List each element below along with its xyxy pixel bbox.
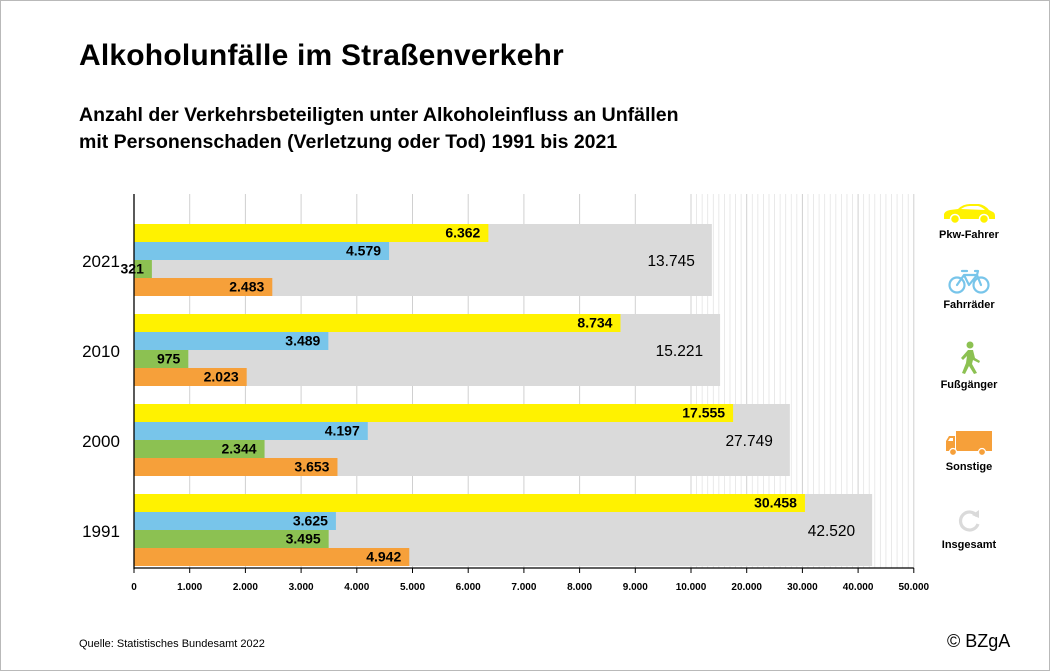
bar-fahrrad xyxy=(134,422,368,440)
total-label: 15.221 xyxy=(656,343,703,360)
legend-item-insgesamt: Insgesamt xyxy=(919,507,1019,551)
bar-sonstige xyxy=(134,278,273,296)
bar-pkw xyxy=(134,494,805,512)
category-label: 2021 xyxy=(82,252,120,271)
data-label: 6.362 xyxy=(445,225,480,241)
bar-pkw xyxy=(134,314,621,332)
category-label: 2000 xyxy=(82,432,120,451)
x-tick-label: 0 xyxy=(131,582,137,593)
bar-fussgaenger xyxy=(134,530,329,548)
truck-icon xyxy=(946,431,992,457)
x-tick-label: 3.000 xyxy=(289,582,314,593)
legend-label-fahrrad: Fahrräder xyxy=(943,299,995,311)
copyright-note: © BZgA xyxy=(947,631,1011,651)
legend-item-pkw: Pkw-Fahrer xyxy=(919,201,1019,241)
data-label: 2.023 xyxy=(204,369,239,385)
data-label: 3.653 xyxy=(294,459,329,475)
refresh-icon xyxy=(958,510,980,532)
data-label: 321 xyxy=(121,261,145,277)
x-tick-label: 30.000 xyxy=(787,582,818,593)
data-label: 2.344 xyxy=(222,441,257,457)
legend-label-insgesamt: Insgesamt xyxy=(941,539,997,551)
subtitle-line-1: Anzahl der Verkehrsbeteiligten unter Alk… xyxy=(79,104,679,126)
chart-subtitle: Anzahl der Verkehrsbeteiligten unter Alk… xyxy=(79,102,679,156)
total-label: 27.749 xyxy=(725,433,772,450)
x-tick-label: 40.000 xyxy=(843,582,874,593)
x-tick-label: 7.000 xyxy=(511,582,536,593)
bar-fussgaenger xyxy=(134,440,265,458)
car-icon xyxy=(944,204,995,225)
x-tick-label: 2.000 xyxy=(233,582,258,593)
x-tick-label: 4.000 xyxy=(344,582,369,593)
data-label: 4.197 xyxy=(325,423,360,439)
legend-label-pkw: Pkw-Fahrer xyxy=(939,229,999,241)
bar-pkw xyxy=(134,404,734,422)
x-tick-label: 8.000 xyxy=(567,582,592,593)
total-label: 13.745 xyxy=(647,253,694,270)
data-label: 3.495 xyxy=(286,531,321,547)
legend-item-fahrrad: Fahrräder xyxy=(919,267,1019,311)
bar-sonstige xyxy=(134,548,410,566)
bicycle-icon xyxy=(948,269,990,294)
bar-fahrrad xyxy=(134,512,336,530)
x-tick-label: 6.000 xyxy=(456,582,481,593)
data-label: 30.458 xyxy=(754,495,797,511)
x-tick-label: 10.000 xyxy=(676,582,707,593)
page-title: Alkoholunfälle im Straßenverkehr xyxy=(79,39,564,72)
data-label: 4.942 xyxy=(366,549,401,565)
bar-fussgaenger xyxy=(134,350,189,368)
legend-label-fussgaenger: Fußgänger xyxy=(940,379,998,391)
data-label: 4.579 xyxy=(346,243,381,259)
x-tick-label: 20.000 xyxy=(731,582,762,593)
bar-fahrrad xyxy=(134,242,390,260)
subtitle-line-2: mit Personenschaden (Verletzung oder Tod… xyxy=(79,131,618,153)
bar-fussgaenger xyxy=(134,260,152,278)
legend-item-sonstige: Sonstige xyxy=(919,429,1019,473)
data-label: 8.734 xyxy=(577,315,612,331)
source-note: Quelle: Statistisches Bundesamt 2022 xyxy=(79,638,265,650)
total-label: 42.520 xyxy=(808,523,856,540)
data-label: 2.483 xyxy=(229,279,264,295)
data-label: 975 xyxy=(157,351,181,367)
x-tick-label: 1.000 xyxy=(177,582,202,593)
bar-sonstige xyxy=(134,458,338,476)
bar-fahrrad xyxy=(134,332,329,350)
x-tick-label: 9.000 xyxy=(623,582,648,593)
legend-label-sonstige: Sonstige xyxy=(945,461,993,473)
bar-sonstige xyxy=(134,368,247,386)
category-label: 1991 xyxy=(82,522,120,541)
category-label: 2010 xyxy=(82,342,120,361)
x-tick-label: 5.000 xyxy=(400,582,425,593)
data-label: 3.489 xyxy=(285,333,320,349)
data-label: 17.555 xyxy=(682,405,725,421)
x-tick-label: 50.000 xyxy=(899,582,930,593)
bar-pkw xyxy=(134,224,489,242)
data-label: 3.625 xyxy=(293,513,328,529)
pedestrian-icon xyxy=(961,341,980,374)
legend-item-fussgaenger: Fußgänger xyxy=(919,341,1019,391)
